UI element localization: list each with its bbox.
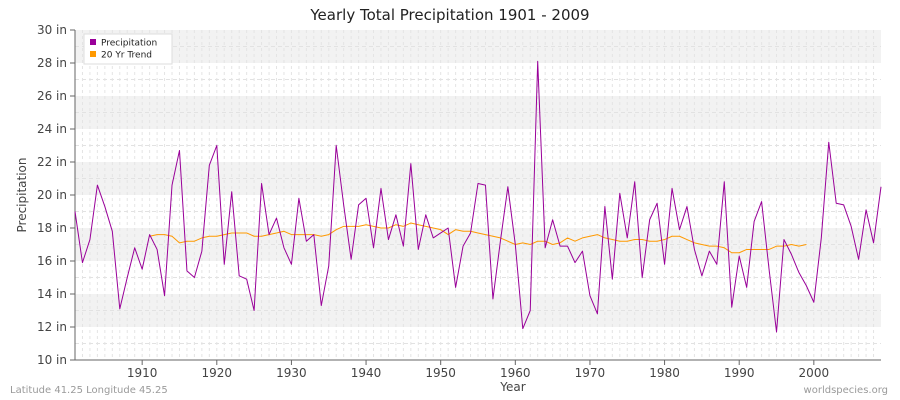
legend-label: 20 Yr Trend	[101, 51, 152, 61]
y-tick-label: 28 in	[37, 56, 67, 70]
x-tick-label: 1960	[500, 366, 531, 380]
y-tick-label: 24 in	[37, 122, 67, 136]
y-axis-label: Precipitation	[15, 157, 29, 232]
y-tick-label: 12 in	[37, 320, 67, 334]
x-tick-label: 1930	[276, 366, 307, 380]
legend-label: Precipitation	[101, 39, 157, 49]
trend-line	[149, 222, 807, 254]
footer-coordinates: Latitude 41.25 Longitude 45.25	[10, 385, 168, 396]
y-tick-label: 16 in	[37, 254, 67, 268]
x-tick-label: 1970	[575, 366, 606, 380]
x-tick-label: 1990	[724, 366, 755, 380]
y-tick-label: 10 in	[37, 353, 67, 367]
x-tick-label: 1910	[127, 366, 158, 380]
x-tick-label: 1940	[351, 366, 382, 380]
y-tick-label: 30 in	[37, 23, 67, 37]
x-axis-label: Year	[499, 380, 525, 394]
precipitation-line	[74, 60, 882, 333]
y-tick-label: 26 in	[37, 89, 67, 103]
y-tick-label: 14 in	[37, 287, 67, 301]
x-tick-label: 1980	[649, 366, 680, 380]
legend-swatch	[90, 39, 96, 45]
footer-source: worldspecies.org	[803, 385, 888, 396]
chart-title: Yearly Total Precipitation 1901 - 2009	[310, 6, 590, 24]
legend: Precipitation 20 Yr Trend	[83, 33, 173, 65]
legend-swatch	[90, 51, 96, 57]
y-tick-label: 22 in	[37, 155, 67, 169]
y-tick-label: 18 in	[37, 221, 67, 235]
x-tick-label: 1950	[425, 366, 456, 380]
y-tick-label: 20 in	[37, 188, 67, 202]
legend-box	[83, 33, 173, 65]
x-tick-label: 2000	[799, 366, 830, 380]
x-tick-label: 1920	[202, 366, 233, 380]
